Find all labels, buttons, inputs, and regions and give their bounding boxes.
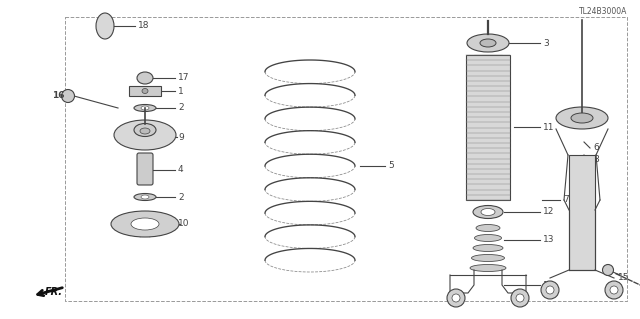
Text: 7: 7	[563, 196, 569, 204]
Ellipse shape	[140, 128, 150, 134]
Ellipse shape	[511, 289, 529, 307]
Bar	[129, 86, 161, 96]
Text: 17: 17	[178, 73, 189, 83]
Ellipse shape	[605, 281, 623, 299]
Text: 6: 6	[593, 144, 599, 152]
Text: 2: 2	[178, 192, 184, 202]
Ellipse shape	[114, 120, 176, 150]
Text: TL24B3000A: TL24B3000A	[579, 7, 627, 16]
Text: 12: 12	[543, 207, 554, 217]
Ellipse shape	[111, 211, 179, 237]
Bar	[466, 55, 510, 200]
Text: 3: 3	[543, 39, 548, 48]
Ellipse shape	[134, 123, 156, 137]
Ellipse shape	[474, 234, 502, 241]
Ellipse shape	[61, 90, 74, 102]
Ellipse shape	[467, 34, 509, 52]
Text: 16: 16	[52, 91, 65, 100]
Ellipse shape	[571, 113, 593, 123]
Ellipse shape	[470, 264, 506, 271]
Ellipse shape	[541, 281, 559, 299]
Ellipse shape	[546, 286, 554, 294]
Text: 10: 10	[178, 219, 189, 228]
Text: 14: 14	[543, 280, 554, 290]
Ellipse shape	[472, 255, 504, 262]
Ellipse shape	[141, 195, 149, 199]
Ellipse shape	[134, 194, 156, 201]
Text: 18: 18	[138, 21, 150, 31]
Ellipse shape	[137, 72, 153, 84]
Bar	[474, 55, 502, 83]
Text: 8: 8	[593, 155, 599, 165]
Ellipse shape	[602, 264, 614, 276]
Ellipse shape	[473, 205, 503, 219]
Ellipse shape	[480, 39, 496, 47]
Ellipse shape	[556, 107, 608, 129]
Text: 5: 5	[388, 161, 394, 170]
Text: 4: 4	[178, 166, 184, 174]
Bar	[569, 155, 595, 270]
Ellipse shape	[610, 286, 618, 294]
Ellipse shape	[452, 294, 460, 302]
Text: 2: 2	[178, 103, 184, 113]
Ellipse shape	[142, 88, 148, 93]
Text: 1: 1	[178, 86, 184, 95]
Ellipse shape	[516, 294, 524, 302]
Ellipse shape	[476, 225, 500, 232]
Ellipse shape	[447, 289, 465, 307]
Text: FR.: FR.	[45, 287, 63, 297]
Ellipse shape	[134, 105, 156, 112]
Text: 13: 13	[543, 235, 554, 244]
Ellipse shape	[481, 209, 495, 216]
Text: 15: 15	[618, 273, 630, 283]
Text: 9: 9	[178, 132, 184, 142]
Text: 11: 11	[543, 122, 554, 131]
FancyBboxPatch shape	[137, 153, 153, 185]
Ellipse shape	[96, 13, 114, 39]
Ellipse shape	[131, 218, 159, 230]
Ellipse shape	[141, 106, 149, 110]
Ellipse shape	[473, 244, 503, 251]
